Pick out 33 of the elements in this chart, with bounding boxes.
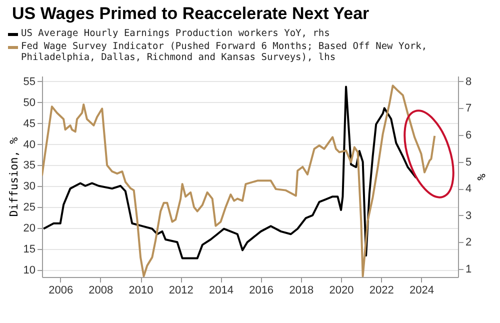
x-tick-label: 2024 <box>409 284 434 296</box>
x-tick-label: 2012 <box>168 284 194 296</box>
y2-tick-label: 1 <box>466 263 472 276</box>
x-tick-label: 2018 <box>289 284 314 296</box>
y-tick-label: 25 <box>23 202 36 214</box>
y2-tick-label: 6 <box>466 129 472 142</box>
y-tick-label: 50 <box>23 96 36 109</box>
y2-tick-label: 5 <box>466 156 472 168</box>
y2-tick-label: 4 <box>466 183 472 196</box>
y-tick-label: 20 <box>23 222 36 235</box>
y2-tick-label: 3 <box>466 210 472 222</box>
x-tick-label: 2020 <box>329 284 354 296</box>
x-tick-label: 2006 <box>48 284 74 296</box>
x-tick-label: 2014 <box>209 284 234 296</box>
y2-tick-label: 7 <box>466 102 472 115</box>
y-tick-label: 45 <box>23 118 36 130</box>
legend-label: US Average Hourly Earnings Production workers YoY, rhs <box>21 28 330 39</box>
x-tick-label: 2016 <box>249 284 274 296</box>
y2-tick-label: 8 <box>466 76 472 88</box>
y-tick-label: 30 <box>23 180 36 193</box>
y-tick-label: 35 <box>23 160 36 172</box>
y2-axis-title: % <box>474 174 488 181</box>
legend-label: Fed Wage Survey Indicator (Pushed Forward 6 Months; Based Off New York, Philadelphia, Dallas, Richmond and Kansas Surveys), lhs <box>21 41 428 63</box>
y-tick-label: 55 <box>23 76 36 88</box>
x-tick-label: 2008 <box>88 284 114 296</box>
y-axis-title: Diffusion, % <box>7 136 20 217</box>
y-tick-label: 40 <box>23 138 36 151</box>
y2-tick-label: 2 <box>466 236 472 249</box>
y-tick-label: 10 <box>23 264 36 276</box>
x-tick-label: 2010 <box>128 284 154 296</box>
y-tick-label: 15 <box>23 243 36 256</box>
chart-title: US Wages Primed to Reaccelerate Next Year <box>12 4 370 25</box>
x-tick-label: 2022 <box>369 284 394 296</box>
